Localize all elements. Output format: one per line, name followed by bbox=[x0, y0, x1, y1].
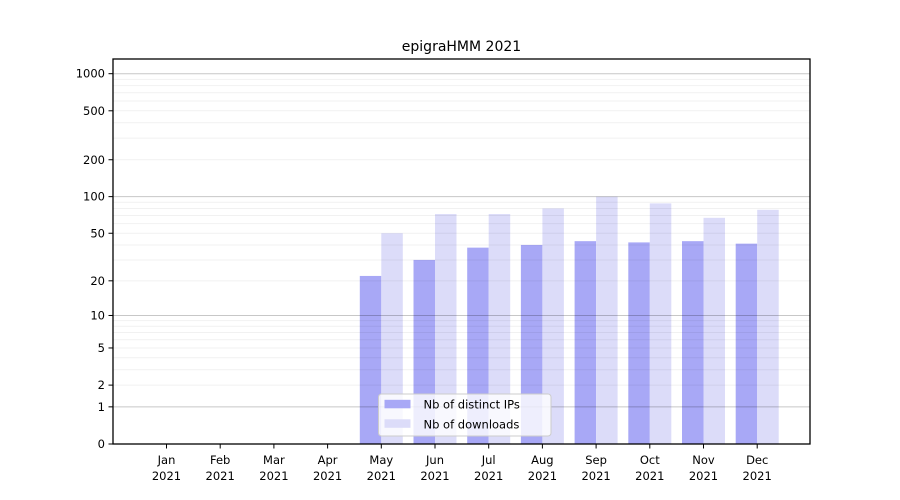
y-tick-label: 0 bbox=[98, 437, 105, 451]
y-tick-label: 200 bbox=[83, 153, 105, 167]
bar-may-downloads bbox=[381, 233, 403, 444]
x-tick-label-aug: Aug 2021 bbox=[528, 453, 557, 483]
x-tick-label-mar: Mar 2021 bbox=[259, 453, 288, 483]
x-tick-label-oct: Oct 2021 bbox=[635, 453, 664, 483]
x-tick-label-feb: Feb 2021 bbox=[206, 453, 235, 483]
bar-nov-ips bbox=[682, 241, 704, 444]
x-tick-label-nov: Nov 2021 bbox=[689, 453, 718, 483]
bar-oct-ips bbox=[628, 242, 650, 444]
bar-dec-ips bbox=[735, 243, 758, 444]
bar-jun-downloads bbox=[435, 214, 457, 444]
x-tick-label-jan: Jan 2021 bbox=[152, 453, 181, 483]
bars-group bbox=[359, 196, 779, 444]
y-tick-label: 100 bbox=[83, 190, 105, 204]
y-tick-label: 1 bbox=[98, 400, 105, 414]
y-tick-label: 1000 bbox=[76, 67, 105, 81]
bar-sep-downloads bbox=[596, 196, 618, 444]
y-tick-label: 5 bbox=[98, 341, 105, 355]
bar-aug-downloads bbox=[542, 208, 564, 444]
x-tick-label-apr: Apr 2021 bbox=[313, 453, 342, 483]
x-tick-label-sep: Sep 2021 bbox=[581, 453, 610, 483]
legend-label-distinct-ips: Nb of distinct IPs bbox=[424, 398, 520, 412]
y-axis-ticks: 0 1 2 5 10 20 50 100 200 500 1000 bbox=[76, 67, 113, 451]
x-tick-label-may: May 2021 bbox=[367, 453, 396, 483]
legend-label-downloads: Nb of downloads bbox=[424, 418, 520, 432]
bar-sep-ips bbox=[574, 241, 597, 444]
legend-box bbox=[378, 393, 552, 437]
legend-swatch-distinct-ips bbox=[384, 399, 411, 409]
legend: Nb of distinct IPs Nb of downloads bbox=[378, 393, 552, 437]
y-tick-label: 50 bbox=[90, 226, 105, 240]
legend-swatch-downloads bbox=[384, 419, 411, 428]
y-tick-label: 10 bbox=[90, 308, 105, 322]
bar-oct-downloads bbox=[649, 203, 672, 444]
chart-title: epigraHMM 2021 bbox=[402, 39, 521, 55]
x-tick-label-jun: Jun 2021 bbox=[420, 453, 449, 483]
x-axis-ticks: Jan 2021 Feb 2021 Mar 2021 Apr 2021 May 2021 Jun 20… bbox=[152, 444, 772, 483]
y-tick-label: 500 bbox=[83, 104, 105, 118]
plot-border bbox=[112, 58, 811, 445]
y-tick-label: 20 bbox=[90, 274, 105, 288]
x-tick-label-dec: Dec 2021 bbox=[743, 453, 772, 483]
bar-dec-downloads bbox=[757, 209, 779, 444]
bar-jul-downloads bbox=[488, 214, 511, 444]
y-tick-label: 2 bbox=[98, 378, 105, 392]
gridlines-group bbox=[113, 73, 810, 408]
x-tick-label-jul: Jul 2021 bbox=[474, 453, 503, 483]
bar-may-ips bbox=[359, 275, 382, 444]
bar-nov-downloads bbox=[703, 217, 725, 444]
